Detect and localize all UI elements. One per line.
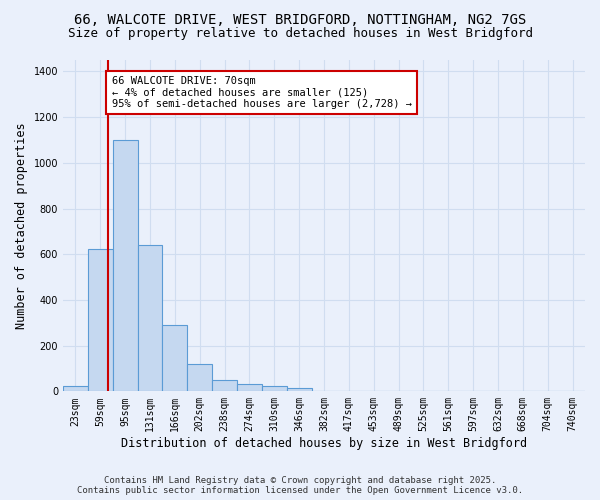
Bar [212, 380, 237, 392]
Bar [187, 364, 212, 392]
Bar [163, 325, 187, 392]
Bar [287, 388, 311, 392]
Bar [237, 384, 262, 392]
Bar [113, 140, 137, 392]
X-axis label: Distribution of detached houses by size in West Bridgford: Distribution of detached houses by size … [121, 437, 527, 450]
Bar [262, 386, 287, 392]
Text: Size of property relative to detached houses in West Bridgford: Size of property relative to detached ho… [67, 28, 533, 40]
Y-axis label: Number of detached properties: Number of detached properties [15, 122, 28, 329]
Text: Contains HM Land Registry data © Crown copyright and database right 2025.
Contai: Contains HM Land Registry data © Crown c… [77, 476, 523, 495]
Bar [137, 245, 163, 392]
Bar [63, 386, 88, 392]
Text: 66, WALCOTE DRIVE, WEST BRIDGFORD, NOTTINGHAM, NG2 7GS: 66, WALCOTE DRIVE, WEST BRIDGFORD, NOTTI… [74, 12, 526, 26]
Bar [88, 248, 113, 392]
Text: 66 WALCOTE DRIVE: 70sqm
← 4% of detached houses are smaller (125)
95% of semi-de: 66 WALCOTE DRIVE: 70sqm ← 4% of detached… [112, 76, 412, 109]
